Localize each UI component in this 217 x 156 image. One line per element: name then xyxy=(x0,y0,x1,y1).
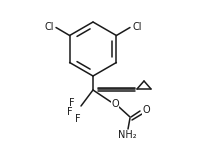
Text: NH₂: NH₂ xyxy=(118,130,136,140)
Text: F: F xyxy=(69,98,75,108)
Text: F: F xyxy=(75,114,81,124)
Text: Cl: Cl xyxy=(132,22,142,32)
Text: Cl: Cl xyxy=(44,22,54,32)
Text: O: O xyxy=(111,99,119,109)
Text: F: F xyxy=(67,107,73,117)
Text: O: O xyxy=(142,105,150,115)
